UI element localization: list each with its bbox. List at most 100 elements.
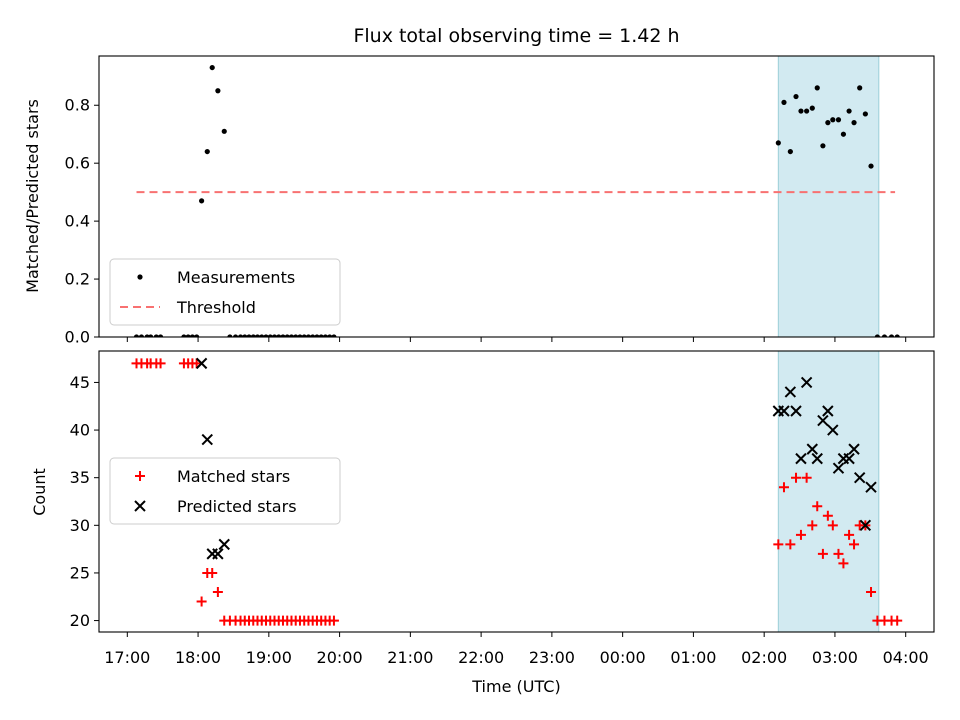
- measurements-point: [846, 108, 852, 114]
- y-tick-label: 40: [70, 421, 90, 440]
- predicted-stars-point: [800, 376, 813, 389]
- y-tick-label: 0.2: [65, 270, 90, 289]
- y-tick-label: 35: [70, 468, 90, 487]
- legend: Matched stars Predicted stars: [109, 457, 341, 525]
- x-tick-label: 21:00: [387, 648, 433, 667]
- measurements-point: [246, 334, 252, 337]
- predicted-stars-point: [853, 471, 866, 484]
- predicted-stars-point: [848, 443, 860, 455]
- predicted-stars-point: [778, 405, 790, 417]
- matched-stars-point: [773, 539, 784, 550]
- measurements-point: [271, 334, 278, 337]
- legend: Measurements Threshold: [109, 258, 341, 326]
- matched-stars-point: [328, 615, 339, 626]
- measurements-point: [288, 334, 295, 337]
- measurements-point: [314, 334, 320, 337]
- predicted-stars-point: [212, 548, 224, 560]
- observing-window-shade: [777, 350, 880, 633]
- matched-stars-point: [838, 558, 849, 569]
- y-tick-label: 0.4: [65, 212, 90, 231]
- measurements-point: [280, 334, 286, 337]
- bottom-y-axis-label: Count: [30, 468, 49, 516]
- predicted-stars-point: [795, 452, 807, 465]
- measurements-point: [881, 334, 888, 337]
- measurements-point: [221, 128, 227, 134]
- predicted-stars-point: [817, 414, 829, 427]
- measurements-point: [798, 108, 804, 114]
- matched-stars-point: [892, 615, 903, 626]
- measurements-point: [204, 148, 210, 155]
- measurements-point: [310, 334, 316, 337]
- axes-frame: [98, 350, 935, 633]
- legend-box: [109, 258, 341, 326]
- predicted-stars-point: [832, 462, 845, 474]
- x-tick-label: 22:00: [458, 648, 504, 667]
- measurements-point: [276, 334, 282, 337]
- measurements-point: [851, 120, 857, 126]
- measurements-point: [835, 117, 842, 123]
- measurements-point: [267, 334, 273, 337]
- measurements-point: [825, 120, 831, 126]
- measurements-point: [189, 334, 196, 337]
- matched-stars-point: [207, 567, 218, 578]
- measurements-point: [181, 334, 187, 337]
- legend-dot-swatch: [137, 274, 143, 280]
- measurements-point: [840, 131, 847, 137]
- measurements-point: [318, 334, 324, 337]
- chart-title: Flux total observing time = 1.42 h: [353, 25, 679, 47]
- measurements-point: [814, 85, 820, 91]
- measurements-point: [894, 334, 900, 337]
- measurements-point: [820, 143, 826, 149]
- predicted-stars-point: [201, 433, 213, 446]
- matched-stars-point: [849, 539, 860, 550]
- predicted-stars-point: [822, 405, 834, 417]
- predicted-stars-point: [790, 405, 802, 417]
- legend-label: Measurements: [177, 268, 295, 287]
- plot-area: [131, 357, 903, 626]
- measurements-point: [305, 334, 312, 337]
- measurements-point: [153, 334, 159, 337]
- legend-plus-swatch: [135, 471, 145, 481]
- y-tick-label: 0.0: [65, 328, 90, 347]
- predicted-stars-point: [195, 357, 208, 370]
- x-tick-label: 01:00: [670, 648, 716, 667]
- matched-stars-point: [817, 548, 828, 559]
- measurements-point: [301, 334, 307, 337]
- y-tick-label: 0.8: [65, 96, 90, 115]
- bottom-panel: 20 25 30 35 40 45 17:00 18:00 19:00 20:00 21:00 22:…: [70, 350, 935, 667]
- measurements-point: [259, 334, 265, 337]
- legend-label: Matched stars: [177, 467, 290, 486]
- predicted-stars-point: [859, 519, 872, 532]
- measurements-point: [157, 334, 164, 337]
- x-tick-label: 03:00: [812, 648, 858, 667]
- matched-stars-point: [196, 596, 207, 607]
- measurements-point: [148, 334, 154, 337]
- measurements-point: [199, 198, 205, 204]
- matched-stars-point: [812, 501, 823, 512]
- axes-frame: [98, 55, 935, 338]
- measurements-point: [857, 85, 863, 91]
- matched-stars-point: [785, 539, 796, 550]
- x-tick-label: 02:00: [741, 648, 787, 667]
- x-tick-label: 17:00: [104, 648, 150, 667]
- x-tick-label: 23:00: [529, 648, 575, 667]
- x-tick-label: 04:00: [883, 648, 929, 667]
- measurements-point: [830, 117, 836, 123]
- matched-stars-point: [844, 529, 855, 540]
- measurements-point: [888, 334, 895, 337]
- matched-stars-point: [827, 520, 838, 531]
- measurements-point: [194, 334, 200, 337]
- matched-stars-point: [866, 586, 877, 597]
- matched-stars-point: [778, 482, 789, 493]
- predicted-stars-point: [843, 452, 855, 465]
- measurements-point: [232, 334, 239, 337]
- y-tick-label: 30: [70, 516, 90, 535]
- top-panel: 0.0 0.2 0.4 0.6 0.8 Measurements Threshold: [65, 55, 935, 347]
- measurements-point: [133, 334, 140, 337]
- matched-stars-point: [155, 358, 166, 369]
- top-y-axis-label: Matched/Predicted stars: [23, 99, 42, 293]
- y-tick-label: 25: [70, 563, 90, 582]
- measurements-point: [809, 105, 815, 111]
- matched-stars-point: [791, 472, 802, 483]
